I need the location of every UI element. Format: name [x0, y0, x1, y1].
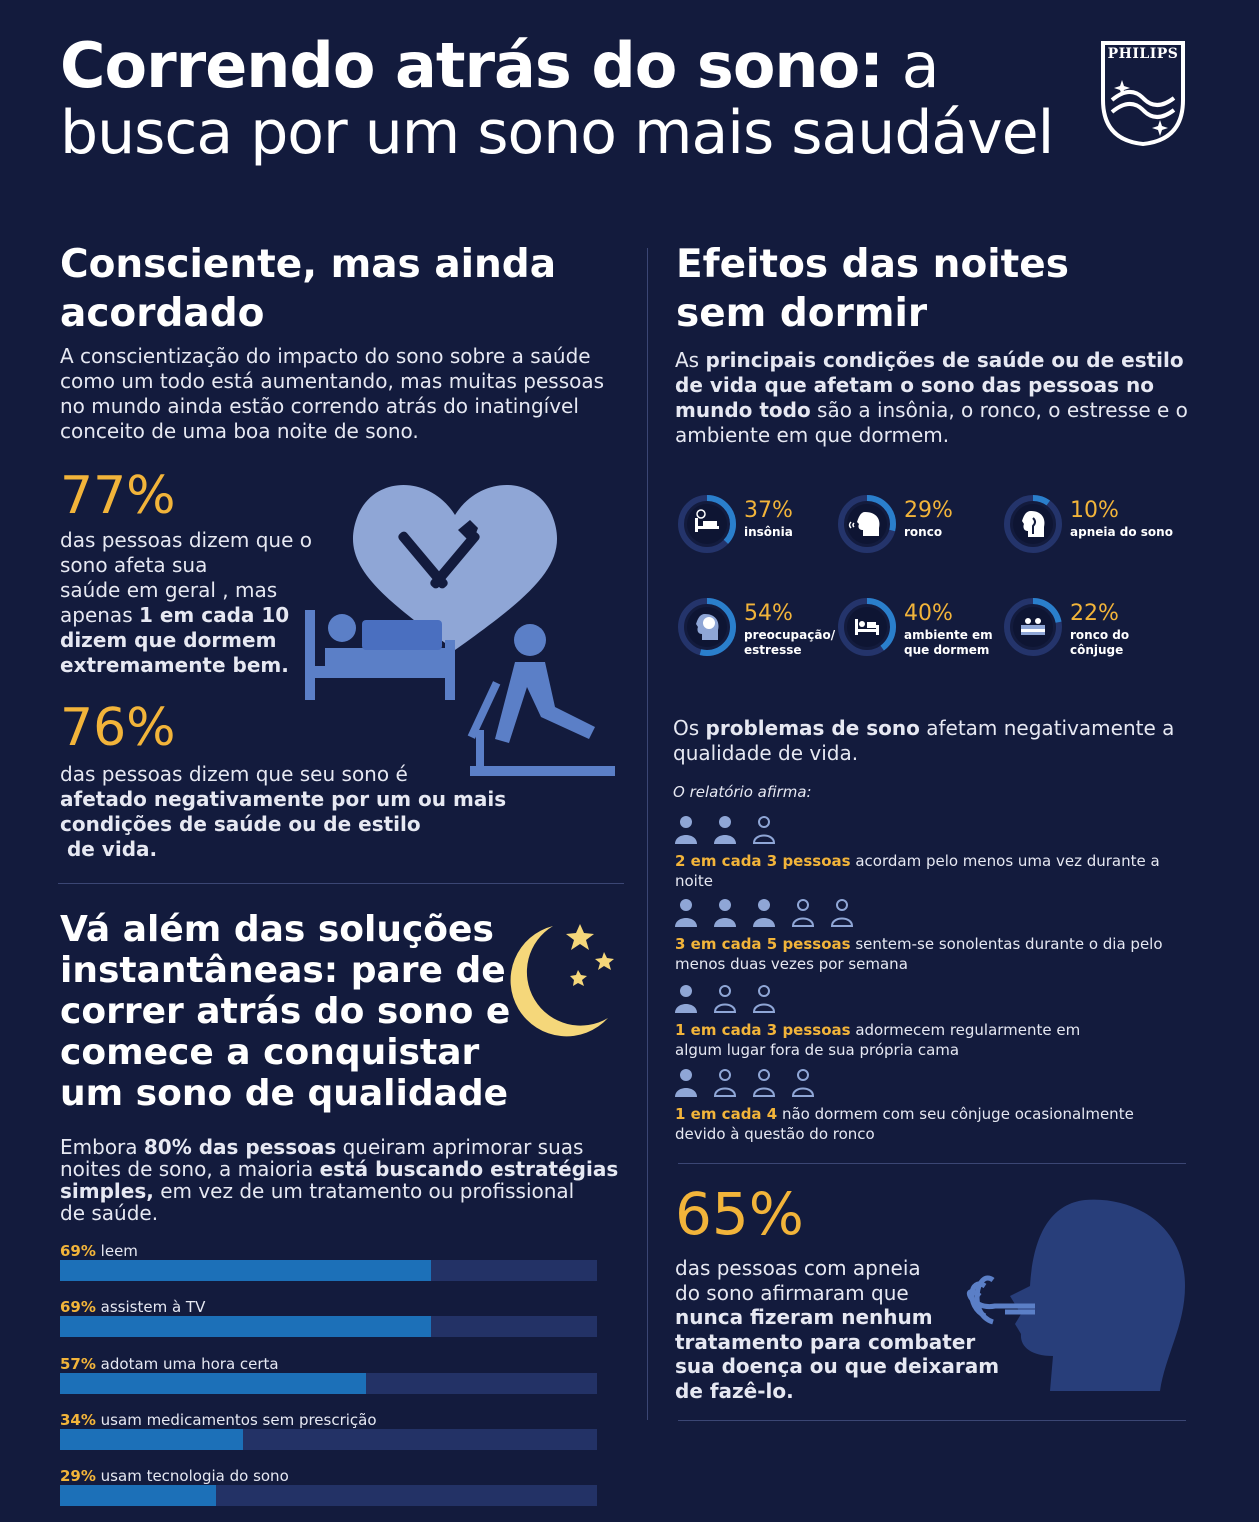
donut-caption: preocupação/estresse	[744, 628, 836, 657]
bar-label: 69% assistem à TV	[60, 1298, 206, 1317]
person-filled-icon	[712, 815, 738, 849]
brain-head-icon	[676, 596, 738, 658]
bar-fill	[60, 1316, 431, 1338]
donut-percent: 22%	[1070, 601, 1119, 626]
people-stat-text: 1 em cada 4 não dormem com seu cônjuge o…	[675, 1105, 1134, 1143]
person-filled-icon	[673, 1068, 699, 1102]
stat-76-text: das pessoas dizem que seu sono é afetado…	[60, 762, 507, 861]
section-heading-aware: Consciente, mas ainda acordado	[60, 242, 557, 336]
donut-percent: 40%	[904, 601, 953, 626]
breathing-head-icon	[955, 1196, 1190, 1391]
donut-caption: ronco do cônjuge	[1070, 628, 1130, 657]
section-heading-solutions: Vá além das soluções instantâneas: pare …	[60, 909, 511, 1114]
donut-caption: ambiente em que dormem	[904, 628, 993, 657]
donut-caption: ronco	[904, 525, 943, 539]
column-divider	[647, 248, 648, 1420]
section-intro-effects: As principais condições de saúde ou de e…	[675, 348, 1188, 447]
bedroom-icon	[836, 596, 898, 658]
section-intro-aware: A conscientização do impacto do sono sob…	[60, 344, 605, 443]
person-filled-icon	[673, 898, 699, 932]
person-outline-icon	[790, 1068, 816, 1102]
bar-fill	[60, 1485, 216, 1507]
bar-label: 57% adotam uma hora certa	[60, 1354, 279, 1373]
donut-percent: 54%	[744, 601, 793, 626]
person-filled-icon	[712, 898, 738, 932]
donut-percent: 37%	[744, 498, 793, 523]
bar-track	[60, 1372, 597, 1394]
runner-icon	[467, 624, 615, 776]
donut-caption: apneia do sono	[1070, 525, 1173, 539]
people-stat-text: 1 em cada 3 pessoas adormecem regularmen…	[675, 1021, 1081, 1059]
bar-label: 34% usam medicamentos sem prescrição	[60, 1410, 377, 1429]
bar-fill	[60, 1372, 367, 1394]
cutlery-icon	[398, 520, 480, 589]
person-outline-icon	[751, 1068, 777, 1102]
report-label: O relatório afirma:	[673, 783, 812, 801]
bar-track	[60, 1428, 597, 1450]
page-title: Correndo atrás do sono: a	[60, 29, 940, 102]
people-stat-text: 2 em cada 3 pessoas acordam pelo menos u…	[675, 852, 1160, 890]
bar-fill	[60, 1260, 431, 1281]
bar-track	[60, 1260, 597, 1281]
problems-text: Os problemas de sono afetam negativament…	[673, 716, 1175, 765]
section-heading-effects: Efeitos das noites sem dormir	[676, 242, 1069, 336]
philips-logo: PHILIPS	[1100, 40, 1186, 147]
page-subtitle: busca por um sono mais saudável	[60, 98, 1054, 168]
snoring-head-icon	[836, 493, 898, 555]
stat-77-text: das pessoas dizem que o sono afeta sua s…	[60, 528, 313, 677]
stat-76-value: 76%	[60, 698, 176, 758]
right-divider-2	[678, 1420, 1186, 1421]
stat-65-value: 65%	[675, 1180, 804, 1248]
donut-caption: insônia	[744, 525, 793, 539]
philips-wordmark: PHILIPS	[1107, 46, 1179, 62]
health-illustration	[300, 470, 630, 790]
person-outline-icon	[712, 984, 738, 1018]
person-filled-icon	[673, 815, 699, 849]
person-filled-icon	[751, 898, 777, 932]
donut-percent: 10%	[1070, 498, 1119, 523]
stat-77-value: 77%	[60, 466, 176, 526]
bed-icon	[305, 610, 455, 700]
person-outline-icon	[751, 815, 777, 849]
couple-bed-icon	[1002, 596, 1064, 658]
airway-head-icon	[1002, 493, 1064, 555]
bar-fill	[60, 1428, 243, 1450]
bar-track	[60, 1316, 597, 1338]
people-stat-text: 3 em cada 5 pessoas sentem-se sonolentas…	[675, 935, 1163, 973]
moon-stars-icon	[498, 918, 623, 1043]
donut-percent: 29%	[904, 498, 953, 523]
person-outline-icon	[751, 984, 777, 1018]
person-filled-icon	[673, 984, 699, 1018]
stat-65-text: das pessoas com apneia do sono afirmaram…	[675, 1256, 1000, 1403]
bar-track	[60, 1485, 597, 1507]
person-outline-icon	[712, 1068, 738, 1102]
person-outline-icon	[790, 898, 816, 932]
left-divider	[58, 883, 624, 884]
person-outline-icon	[829, 898, 855, 932]
bar-label: 29% usam tecnologia do sono	[60, 1467, 289, 1486]
right-divider-1	[678, 1163, 1186, 1164]
bar-label: 69% leem	[60, 1242, 138, 1260]
solutions-paragraph: Embora 80% das pessoas queiram aprimorar…	[60, 1135, 619, 1225]
bed-clock-icon	[676, 493, 738, 555]
